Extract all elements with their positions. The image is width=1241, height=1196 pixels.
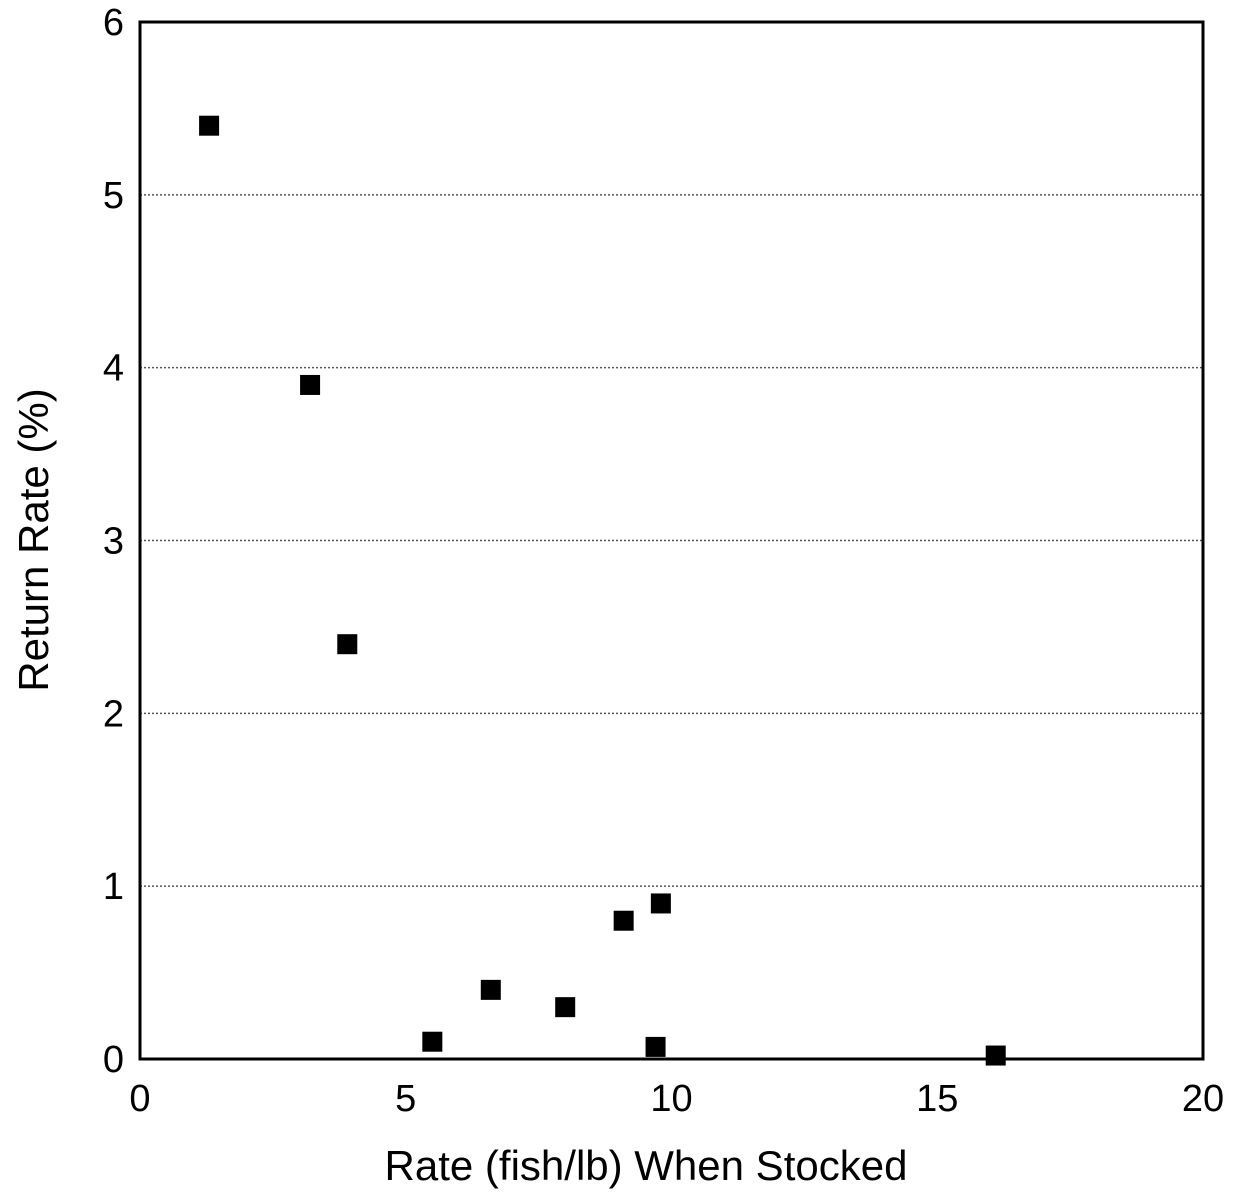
y-tick-label: 0 [103,1039,124,1081]
x-axis-title: Rate (fish/lb) When Stocked [385,1142,908,1189]
x-tick-label: 10 [650,1078,692,1120]
y-tick-label: 3 [103,521,124,563]
y-tick-label: 1 [103,866,124,908]
y-tick-label: 2 [103,693,124,735]
data-point [337,634,358,655]
y-tick-label: 5 [103,175,124,217]
data-point [480,979,501,1000]
y-axis-title: Return Rate (%) [10,388,57,691]
y-tick-label: 6 [103,2,124,44]
data-point [199,115,220,136]
data-points [199,115,1006,1066]
data-point [555,997,576,1018]
x-tick-label: 15 [916,1078,958,1120]
x-tick-label: 5 [395,1078,416,1120]
gridlines [140,194,1203,887]
data-point [422,1031,443,1052]
y-tick-label: 4 [103,348,124,390]
x-tick-label: 0 [129,1078,150,1120]
data-point [300,374,321,395]
data-point [650,893,671,914]
data-point [985,1045,1006,1066]
x-axis-ticks: 0 5 10 15 20 [129,1078,1224,1120]
data-point [613,910,634,931]
data-point [645,1036,666,1057]
x-tick-label: 20 [1182,1078,1224,1120]
plot-area-frame [138,20,1205,1061]
y-axis-ticks: 0 1 2 3 4 5 6 [103,2,124,1081]
